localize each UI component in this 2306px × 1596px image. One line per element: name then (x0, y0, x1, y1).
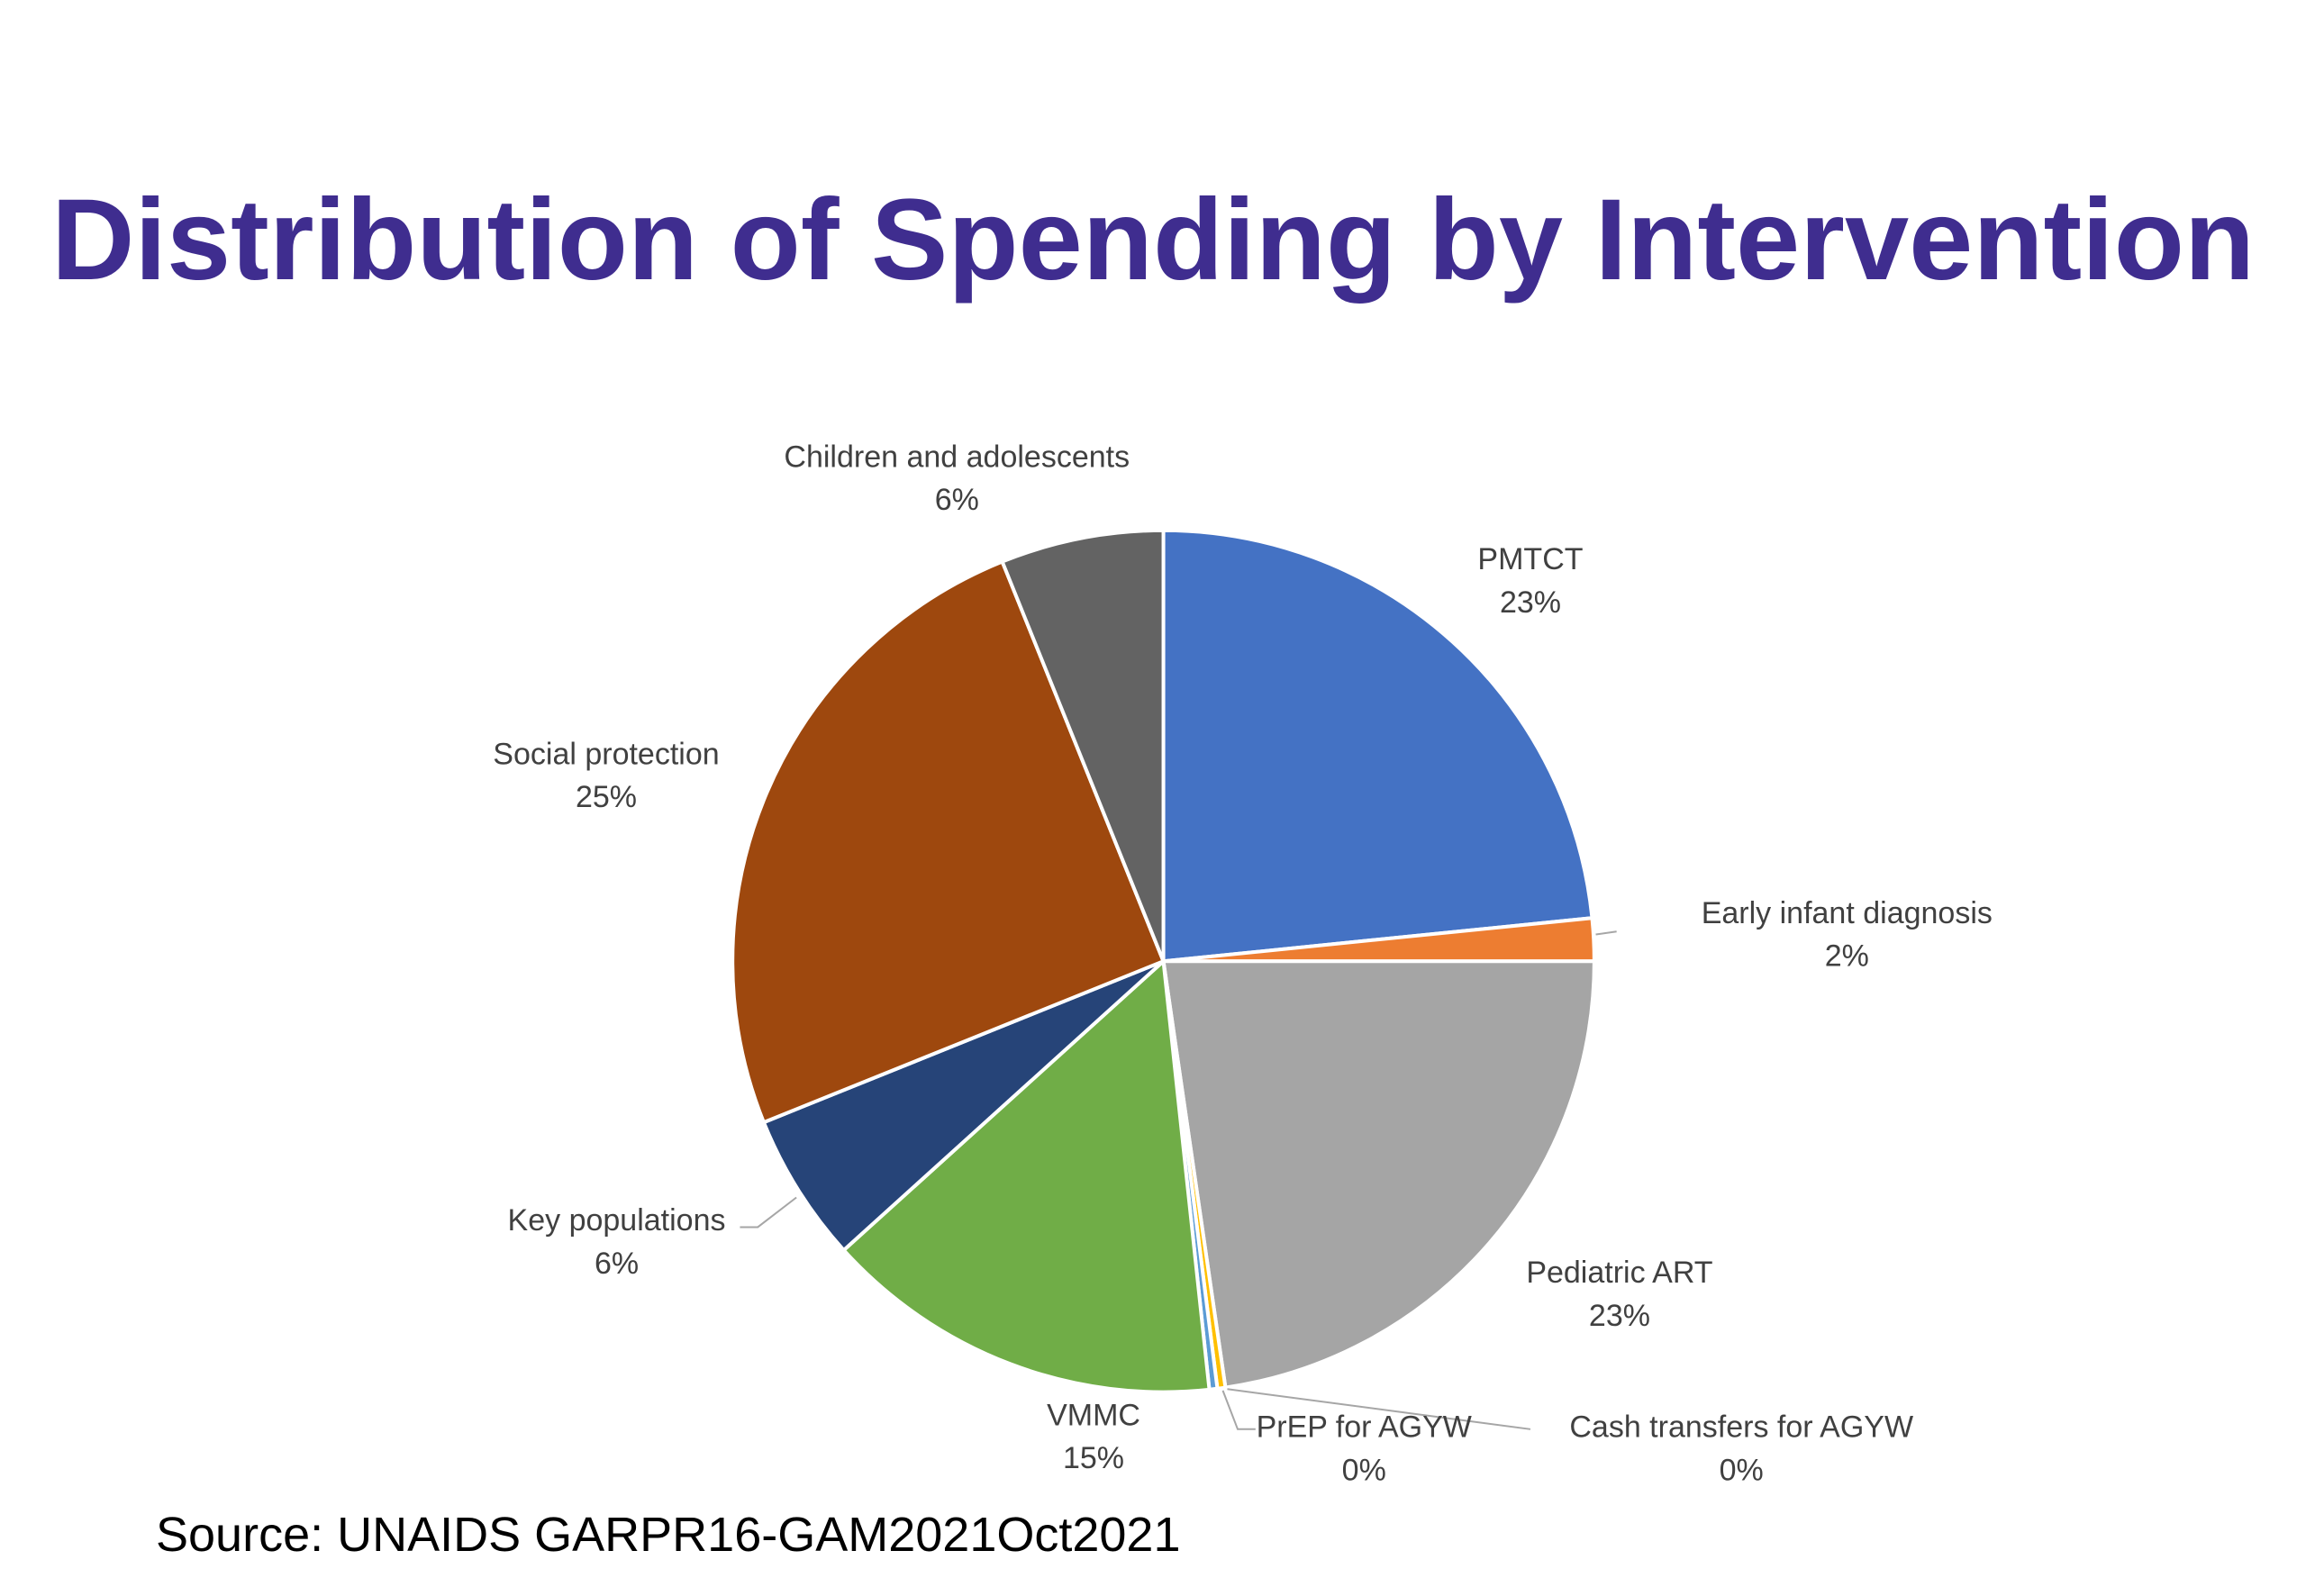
slice-value-label: 2% (1825, 939, 1869, 974)
pie-slice (731, 558, 1167, 1125)
chart-title: Distribution of Spending by Intervention (51, 176, 2255, 304)
slice-label: Social protection (493, 737, 719, 771)
pie-slice (840, 957, 1212, 1394)
slice-value-label: 6% (935, 483, 979, 517)
leader-line (740, 1196, 797, 1229)
pie-slice (761, 959, 1165, 1253)
pie-slice (1161, 528, 1594, 964)
slice-value-label: 23% (1500, 585, 1561, 620)
leader-line (1221, 1390, 1256, 1430)
pie-slice (1161, 959, 1596, 1390)
slice-value-label: 15% (1063, 1441, 1124, 1475)
slice-label: PrEP for AGYW (1257, 1410, 1472, 1445)
slice-label: Early infant diagnosis (1702, 896, 1993, 930)
slice-value-label: 0% (1720, 1453, 1764, 1487)
leader-line (1595, 930, 1617, 936)
pie-slice (1000, 528, 1166, 962)
slice-label: PMTCT (1477, 542, 1583, 576)
slice-value-label: 6% (595, 1247, 639, 1281)
slice-value-label: 0% (1342, 1453, 1386, 1487)
slice-label: Key populations (508, 1203, 726, 1238)
slice-label: Pediatric ART (1526, 1256, 1712, 1290)
slice-label: Children and adolescents (784, 440, 1130, 474)
leader-line (1227, 1388, 1531, 1430)
slice-value-label: 25% (576, 780, 637, 814)
slice-value-label: 23% (1589, 1299, 1650, 1333)
slice-label: VMMC (1047, 1398, 1140, 1432)
source-note: Source: UNAIDS GARPR16-GAM2021Oct2021 (156, 1508, 1180, 1562)
slice-label: Cash transfers for AGYW (1569, 1410, 1913, 1445)
